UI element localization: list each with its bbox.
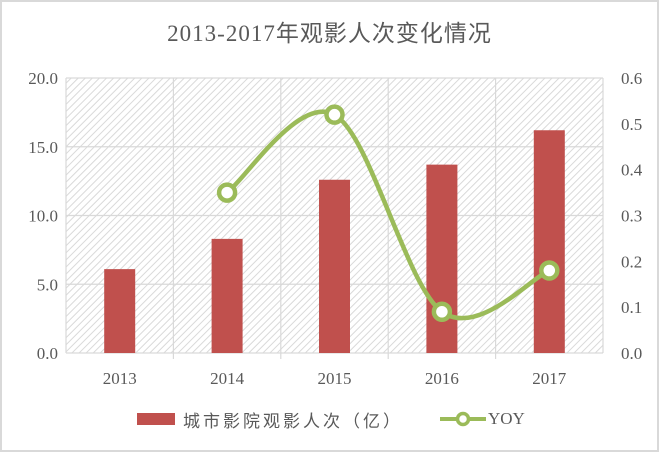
y-right-tick-label: 0.6 xyxy=(621,69,642,88)
y-left-tick-label: 5.0 xyxy=(37,275,58,294)
y-right-tick-label: 0.1 xyxy=(621,298,642,317)
bar-2015[interactable] xyxy=(319,179,350,353)
y-left-tick-label: 15.0 xyxy=(28,138,58,157)
legend-line-marker-icon xyxy=(440,411,486,427)
bar-2017[interactable] xyxy=(533,130,565,353)
legend-bar-label: 城市影院观影人次（亿） xyxy=(183,411,403,431)
yoy-line[interactable] xyxy=(224,109,552,321)
x-tick-label: 2016 xyxy=(425,369,459,388)
y-left-tick-label: 20.0 xyxy=(28,69,58,88)
legend-item-line[interactable]: YOY xyxy=(440,404,525,434)
y-left-tick-label: 0.0 xyxy=(37,344,58,363)
chart-title: 2013-2017年观影人次变化情况 xyxy=(167,21,492,46)
legend-line-label: YOY xyxy=(488,409,525,428)
y-right-tick-label: 0.2 xyxy=(621,252,642,271)
y-left-tick-label: 10.0 xyxy=(28,207,58,226)
yoy-marker-icon[interactable] xyxy=(431,301,453,322)
bar-2016[interactable] xyxy=(426,164,458,353)
legend: 城市影院观影人次（亿） YOY xyxy=(0,404,659,434)
legend-bar-swatch-icon xyxy=(137,413,175,425)
bar-2013[interactable] xyxy=(104,269,136,353)
legend-item-bar[interactable]: 城市影院观影人次（亿） xyxy=(137,404,403,434)
y-right-tick-label: 0.5 xyxy=(621,115,642,134)
x-tick-label: 2017 xyxy=(532,369,567,388)
bar-2014[interactable] xyxy=(211,238,243,353)
yoy-marker-icon[interactable] xyxy=(539,260,560,281)
yoy-marker-icon[interactable] xyxy=(216,182,238,203)
y-right-tick-label: 0.0 xyxy=(621,344,642,363)
y-right-tick-label: 0.3 xyxy=(621,207,642,226)
x-tick-label: 2013 xyxy=(103,369,137,388)
y-right-tick-label: 0.4 xyxy=(621,161,643,180)
yoy-marker-icon[interactable] xyxy=(324,104,345,125)
x-tick-label: 2014 xyxy=(210,369,245,388)
x-tick-label: 2015 xyxy=(318,369,352,388)
